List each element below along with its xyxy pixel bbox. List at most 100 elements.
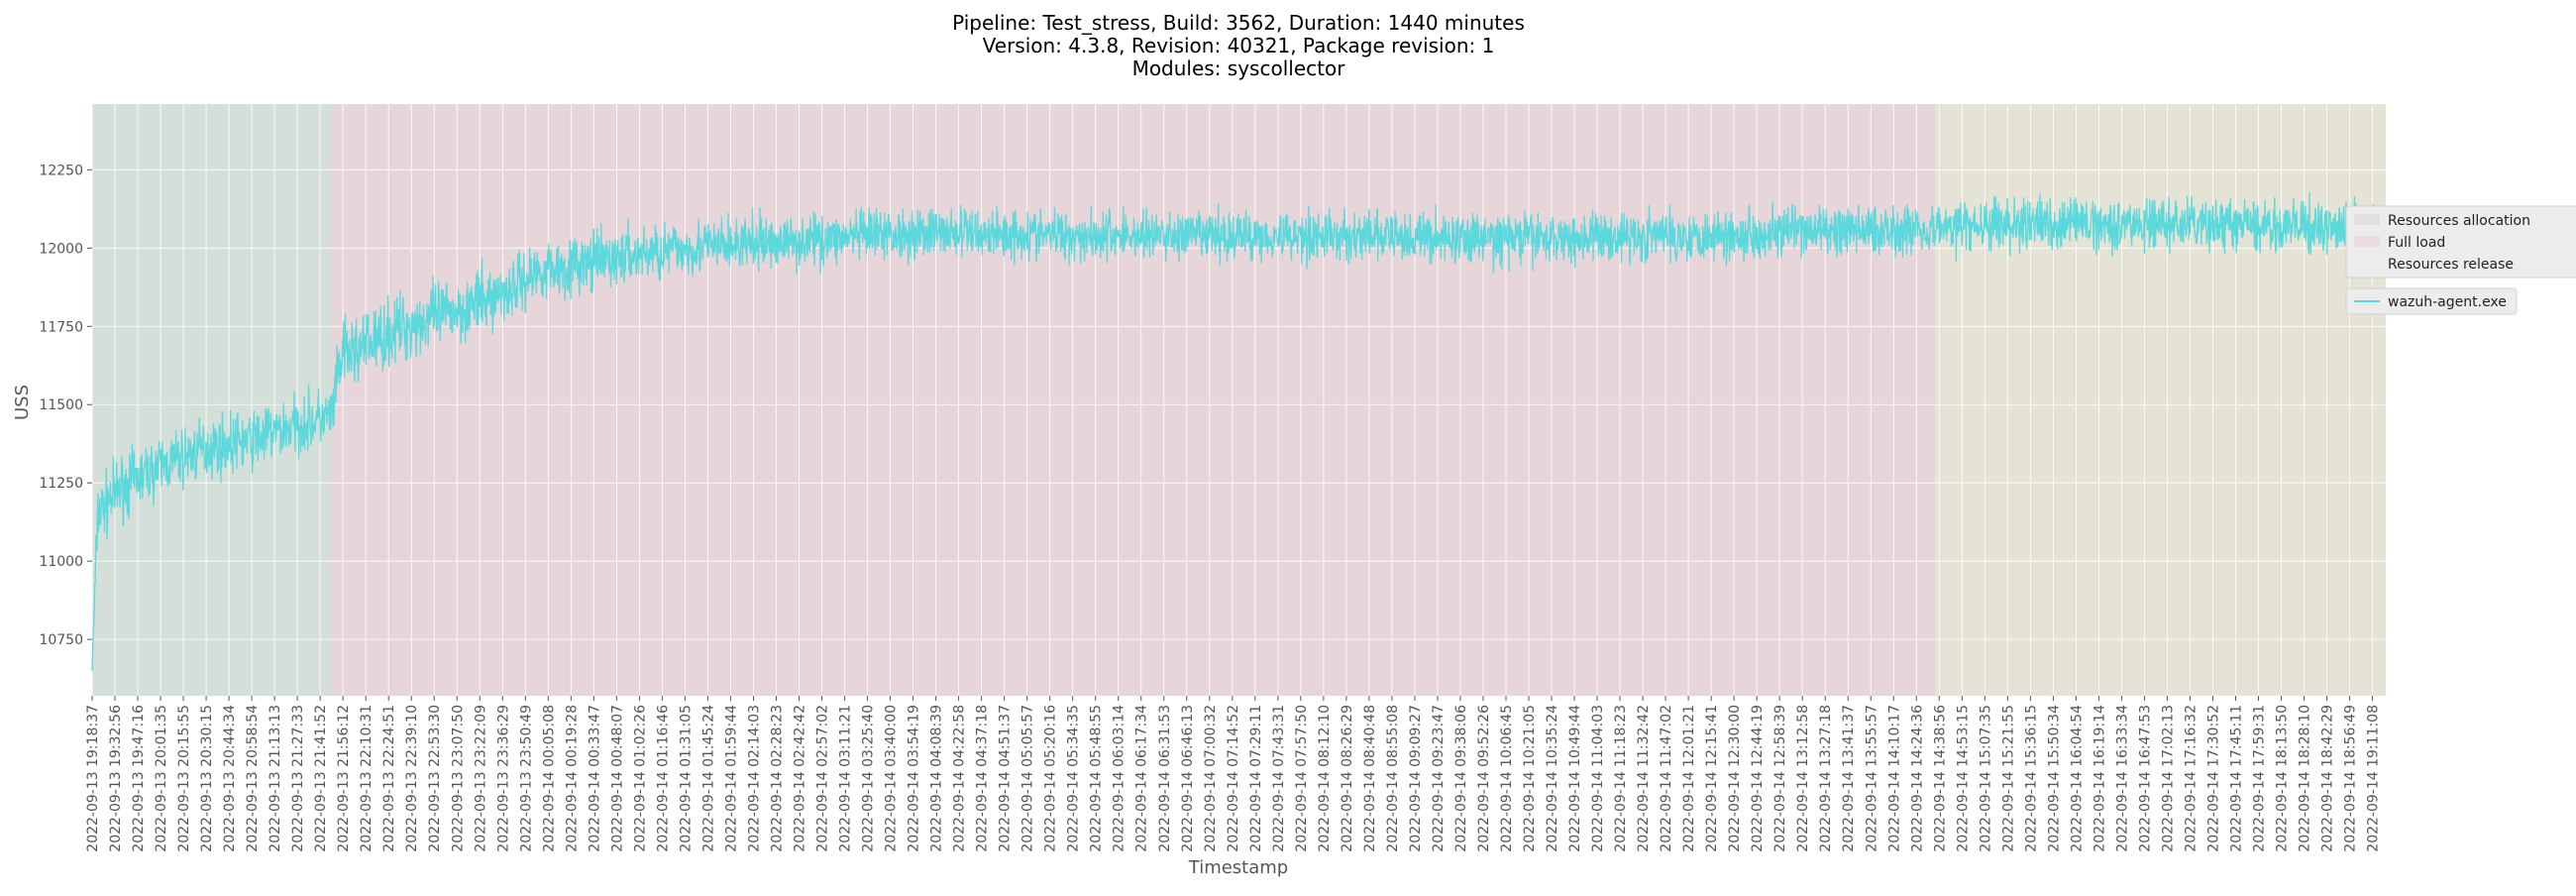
x-tick-label: 2022-09-14 04:51:37 xyxy=(998,705,1014,852)
x-tick-label: 2022-09-14 15:21:55 xyxy=(2000,705,2016,852)
x-tick-label: 2022-09-14 08:40:48 xyxy=(1362,705,1378,852)
x-tick-label: 2022-09-14 09:38:06 xyxy=(1453,705,1469,852)
x-tick-label: 2022-09-14 06:17:34 xyxy=(1134,705,1150,852)
x-tick-label: 2022-09-14 01:59:44 xyxy=(723,705,739,852)
x-tick-label: 2022-09-14 03:54:19 xyxy=(907,705,922,852)
x-tick-label: 2022-09-14 11:04:03 xyxy=(1590,705,1606,852)
x-tick-label: 2022-09-14 13:55:57 xyxy=(1864,705,1879,852)
legend: Resources allocation Full load Resources… xyxy=(2345,205,2576,315)
x-tick-label: 2022-09-14 14:24:36 xyxy=(1909,705,1925,852)
x-tick-labels: 2022-09-13 19:18:37 2022-09-13 19:32:56 20… xyxy=(85,696,2382,852)
x-tick-label: 2022-09-13 23:22:09 xyxy=(473,705,488,852)
x-tick-label: 2022-09-13 19:47:16 xyxy=(131,705,147,852)
x-tick-label: 2022-09-13 21:27:33 xyxy=(290,705,306,852)
x-tick-label: 2022-09-13 20:44:34 xyxy=(222,705,238,852)
x-tick-label: 2022-09-14 06:46:13 xyxy=(1180,705,1196,852)
x-tick-label: 2022-09-13 21:56:12 xyxy=(336,705,352,852)
x-tick-label: 2022-09-14 09:52:26 xyxy=(1476,705,1492,852)
x-tick-label: 2022-09-14 05:34:35 xyxy=(1066,705,1082,852)
series-line-wazuh-agent.exe xyxy=(91,191,2387,671)
x-tick-label: 2022-09-14 14:10:17 xyxy=(1886,705,1902,852)
legend-label-release: Resources release xyxy=(2388,257,2514,273)
phase-band-2 xyxy=(1935,104,2386,696)
x-tick-label: 2022-09-13 23:50:49 xyxy=(518,705,534,852)
series-layer xyxy=(91,191,2387,671)
y-tick-label: 12250 xyxy=(39,163,83,178)
x-tick-label: 2022-09-14 07:29:11 xyxy=(1248,705,1264,852)
y-tick-label: 11000 xyxy=(39,554,83,570)
phase-band-1 xyxy=(330,104,1936,696)
x-tick-label: 2022-09-14 04:22:58 xyxy=(952,705,968,852)
x-axis-label: Timestamp xyxy=(1188,857,1288,878)
title-line-1: Pipeline: Test_stress, Build: 3562, Dura… xyxy=(952,11,1525,35)
y-axis-label: USS xyxy=(12,385,33,420)
x-tick-label: 2022-09-13 19:32:56 xyxy=(108,705,124,852)
x-tick-label: 2022-09-14 12:01:21 xyxy=(1681,705,1697,852)
x-tick-label: 2022-09-14 08:12:10 xyxy=(1317,705,1333,852)
x-tick-label: 2022-09-14 00:05:08 xyxy=(541,705,557,852)
x-tick-label: 2022-09-14 18:28:10 xyxy=(2298,705,2313,852)
x-tick-label: 2022-09-14 14:38:56 xyxy=(1932,705,1948,852)
title-line-3: Modules: syscollector xyxy=(1132,56,1346,80)
x-tick-label: 2022-09-13 19:18:37 xyxy=(85,705,101,852)
legend-label-allocation: Resources allocation xyxy=(2388,213,2530,229)
series-legend-box xyxy=(2345,287,2518,315)
x-tick-label: 2022-09-14 14:53:15 xyxy=(1955,705,1971,852)
legend-swatch-release xyxy=(2354,258,2380,269)
x-tick-label: 2022-09-14 00:48:07 xyxy=(609,705,625,852)
legend-swatch-full-load xyxy=(2354,236,2380,247)
x-tick-label: 2022-09-14 10:21:05 xyxy=(1522,705,1538,852)
x-tick-label: 2022-09-14 11:18:23 xyxy=(1613,705,1629,852)
x-tick-label: 2022-09-14 12:15:41 xyxy=(1704,705,1720,852)
x-tick-label: 2022-09-14 17:02:13 xyxy=(2160,705,2176,852)
x-tick-label: 2022-09-14 01:02:26 xyxy=(632,705,648,852)
x-tick-label: 2022-09-14 16:04:54 xyxy=(2069,705,2085,852)
x-tick-label: 2022-09-14 09:23:47 xyxy=(1431,705,1447,852)
x-tick-label: 2022-09-14 04:37:18 xyxy=(975,705,991,852)
x-tick-label: 2022-09-14 07:43:31 xyxy=(1271,705,1287,852)
x-tick-label: 2022-09-14 00:19:28 xyxy=(564,705,580,852)
x-tick-label: 2022-09-14 13:27:18 xyxy=(1818,705,1834,852)
x-tick-label: 2022-09-14 16:33:34 xyxy=(2114,705,2130,852)
phase-legend-box xyxy=(2345,205,2576,279)
x-tick-label: 2022-09-14 01:45:24 xyxy=(700,705,716,852)
x-tick-label: 2022-09-14 16:19:14 xyxy=(2092,705,2107,852)
x-tick-label: 2022-09-14 04:08:39 xyxy=(929,705,945,852)
x-tick-label: 2022-09-14 05:48:55 xyxy=(1089,705,1105,852)
x-tick-label: 2022-09-14 17:16:32 xyxy=(2183,705,2199,852)
x-tick-label: 2022-09-13 23:07:50 xyxy=(450,705,466,852)
x-tick-label: 2022-09-14 02:28:23 xyxy=(769,705,785,852)
y-tick-label: 11500 xyxy=(39,397,83,413)
x-tick-label: 2022-09-14 11:47:02 xyxy=(1659,705,1674,852)
x-tick-label: 2022-09-14 01:31:05 xyxy=(678,705,694,852)
legend-label-full-load: Full load xyxy=(2388,235,2445,251)
x-tick-label: 2022-09-14 05:20:16 xyxy=(1043,705,1059,852)
x-tick-label: 2022-09-14 02:14:03 xyxy=(746,705,762,852)
x-tick-label: 2022-09-14 05:05:57 xyxy=(1020,705,1036,852)
x-tick-label: 2022-09-14 16:47:53 xyxy=(2137,705,2153,852)
x-tick-label: 2022-09-14 17:59:31 xyxy=(2252,705,2268,852)
x-tick-label: 2022-09-14 13:41:37 xyxy=(1841,705,1857,852)
title-line-2: Version: 4.3.8, Revision: 40321, Package… xyxy=(983,34,1495,57)
x-tick-label: 2022-09-14 07:00:32 xyxy=(1203,705,1219,852)
x-tick-label: 2022-09-13 20:01:35 xyxy=(154,705,169,852)
x-tick-label: 2022-09-14 10:35:24 xyxy=(1545,705,1560,852)
x-tick-label: 2022-09-14 09:09:27 xyxy=(1408,705,1424,852)
x-tick-label: 2022-09-14 15:36:15 xyxy=(2023,705,2039,852)
x-tick-label: 2022-09-14 03:40:00 xyxy=(884,705,900,852)
x-tick-label: 2022-09-14 18:42:29 xyxy=(2320,705,2336,852)
x-tick-label: 2022-09-14 12:58:39 xyxy=(1772,705,1788,852)
x-tick-label: 2022-09-13 22:24:51 xyxy=(381,705,397,852)
x-tick-label: 2022-09-14 17:30:52 xyxy=(2205,705,2221,852)
x-tick-label: 2022-09-14 15:50:34 xyxy=(2046,705,2062,852)
x-tick-label: 2022-09-14 17:45:11 xyxy=(2229,705,2245,852)
x-tick-label: 2022-09-14 12:30:00 xyxy=(1727,705,1743,852)
x-tick-label: 2022-09-14 11:32:42 xyxy=(1636,705,1652,852)
chart-title: Pipeline: Test_stress, Build: 3562, Dura… xyxy=(952,11,1525,80)
phase-bands xyxy=(92,104,2386,696)
x-tick-label: 2022-09-13 22:39:10 xyxy=(404,705,420,852)
x-tick-label: 2022-09-14 03:25:40 xyxy=(861,705,877,852)
x-tick-label: 2022-09-13 21:41:52 xyxy=(313,705,329,852)
x-tick-label: 2022-09-14 13:12:58 xyxy=(1795,705,1811,852)
x-tick-label: 2022-09-13 22:53:30 xyxy=(427,705,443,852)
